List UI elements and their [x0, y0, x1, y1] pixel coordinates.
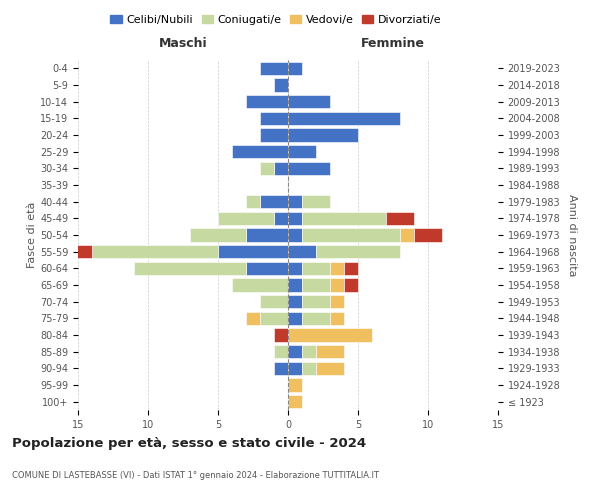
Bar	[330, 312, 344, 325]
Bar	[330, 262, 344, 275]
Bar	[288, 312, 302, 325]
Legend: Celibi/Nubili, Coniugati/e, Vedovi/e, Divorziati/e: Celibi/Nubili, Coniugati/e, Vedovi/e, Di…	[106, 10, 446, 29]
Bar	[288, 112, 400, 125]
Bar	[288, 162, 330, 175]
Bar	[260, 195, 288, 208]
Bar	[288, 228, 302, 241]
Bar	[274, 78, 288, 92]
Bar	[260, 112, 288, 125]
Text: Femmine: Femmine	[361, 37, 425, 50]
Bar	[330, 278, 344, 291]
Bar	[316, 345, 344, 358]
Bar	[386, 212, 414, 225]
Bar	[246, 228, 288, 241]
Bar	[288, 278, 302, 291]
Bar	[288, 378, 302, 392]
Text: COMUNE DI LASTEBASSE (VI) - Dati ISTAT 1° gennaio 2024 - Elaborazione TUTTITALIA: COMUNE DI LASTEBASSE (VI) - Dati ISTAT 1…	[12, 471, 379, 480]
Bar	[274, 345, 288, 358]
Bar	[246, 195, 260, 208]
Bar	[288, 195, 302, 208]
Bar	[246, 262, 288, 275]
Bar	[260, 295, 288, 308]
Bar	[232, 278, 288, 291]
Y-axis label: Fasce di età: Fasce di età	[27, 202, 37, 268]
Bar	[302, 195, 330, 208]
Bar	[344, 262, 358, 275]
Bar	[302, 212, 386, 225]
Bar	[92, 245, 218, 258]
Bar	[134, 262, 246, 275]
Bar	[260, 128, 288, 141]
Bar	[302, 362, 316, 375]
Bar	[288, 145, 316, 158]
Bar	[302, 278, 330, 291]
Bar	[274, 362, 288, 375]
Bar	[246, 95, 288, 108]
Text: Maschi: Maschi	[158, 37, 208, 50]
Bar	[288, 128, 358, 141]
Bar	[302, 295, 330, 308]
Bar	[302, 262, 330, 275]
Bar	[232, 145, 288, 158]
Bar	[288, 295, 302, 308]
Bar	[190, 228, 246, 241]
Bar	[246, 312, 260, 325]
Bar	[344, 278, 358, 291]
Bar	[288, 262, 302, 275]
Bar	[288, 395, 302, 408]
Bar	[218, 212, 274, 225]
Bar	[302, 345, 316, 358]
Bar	[302, 228, 400, 241]
Bar	[288, 328, 372, 342]
Bar	[218, 245, 288, 258]
Bar	[260, 62, 288, 75]
Bar	[274, 212, 288, 225]
Bar	[288, 345, 302, 358]
Bar	[260, 312, 288, 325]
Bar	[288, 62, 302, 75]
Bar	[302, 312, 330, 325]
Bar	[288, 245, 316, 258]
Bar	[64, 245, 92, 258]
Bar	[414, 228, 442, 241]
Bar	[400, 228, 414, 241]
Bar	[330, 295, 344, 308]
Bar	[260, 162, 274, 175]
Bar	[274, 328, 288, 342]
Bar	[288, 95, 330, 108]
Y-axis label: Anni di nascita: Anni di nascita	[567, 194, 577, 276]
Bar	[288, 212, 302, 225]
Bar	[274, 162, 288, 175]
Bar	[288, 362, 302, 375]
Bar	[316, 245, 400, 258]
Text: Popolazione per età, sesso e stato civile - 2024: Popolazione per età, sesso e stato civil…	[12, 437, 366, 450]
Bar	[316, 362, 344, 375]
